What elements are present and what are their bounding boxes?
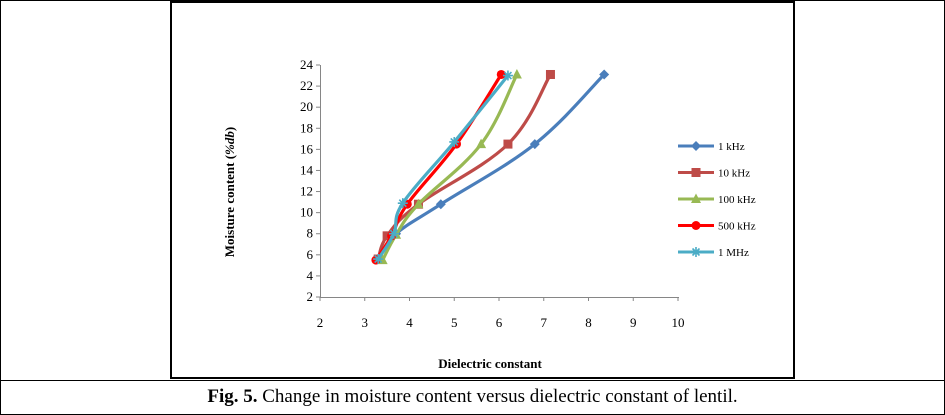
chart-border — [170, 1, 795, 379]
data-point — [496, 69, 506, 79]
figure-caption-label: Fig. 5. — [207, 386, 258, 407]
y-tick-label: 22 — [300, 78, 313, 93]
x-tick-label: 7 — [541, 315, 548, 330]
y-tick-label: 10 — [300, 205, 313, 220]
data-point — [476, 138, 487, 149]
data-point — [435, 199, 446, 210]
series-2 — [373, 69, 555, 264]
y-axis-title-suffix: ) — [222, 127, 237, 131]
legend-item: 10 kHz — [678, 168, 750, 180]
y-tick-label: 2 — [307, 289, 314, 304]
figure-caption-text: Change in moisture content versus dielec… — [262, 386, 738, 407]
x-tick-label: 6 — [496, 315, 503, 330]
series-line — [376, 73, 552, 260]
x-tick-label: 4 — [406, 315, 413, 330]
data-point — [397, 198, 408, 209]
data-point — [413, 198, 424, 209]
figure-caption: Fig. 5. Change in moisture content versu… — [0, 381, 945, 413]
legend-marker — [691, 168, 701, 177]
series-line — [376, 73, 606, 260]
x-tick-label: 9 — [630, 315, 637, 330]
legend-label: 1 MHz — [718, 247, 749, 259]
legend-marker — [691, 247, 701, 257]
y-tick-label: 14 — [300, 162, 314, 177]
y-tick-label: 12 — [300, 184, 313, 199]
legend-marker — [691, 221, 701, 230]
legend: 1 kHz 10 kHz 100 kHz 500 kHz 1 MHz — [678, 141, 756, 259]
y-tick-label: 24 — [300, 57, 314, 72]
x-tick-label: 8 — [585, 315, 592, 330]
legend-marker — [691, 193, 701, 203]
legend-marker — [691, 141, 701, 151]
y-tick-label: 20 — [300, 99, 313, 114]
data-point — [502, 70, 513, 81]
legend-label: 1 kHz — [718, 141, 745, 153]
x-tick-label: 3 — [362, 315, 369, 330]
data-point — [599, 69, 610, 80]
y-axis-title-prefix: Moisture content ( — [222, 155, 237, 257]
series-5 — [373, 70, 513, 265]
x-axis-ticks: 2 3 4 5 6 7 8 9 10 — [317, 297, 685, 330]
x-tick-label: 2 — [317, 315, 324, 330]
data-point — [388, 228, 399, 239]
data-point — [449, 136, 460, 147]
legend-item: 1 kHz — [678, 141, 745, 153]
legend-item: 500 kHz — [678, 221, 756, 233]
y-tick-label: 4 — [307, 268, 314, 283]
y-axis-title-unit: %db — [222, 131, 237, 155]
data-point — [503, 139, 513, 149]
x-axis-title: Dielectric constant — [438, 356, 542, 371]
y-axis-title: Moisture content (%db) — [222, 127, 237, 257]
legend-label: 10 kHz — [718, 168, 750, 180]
y-tick-label: 16 — [300, 141, 314, 156]
legend-label: 500 kHz — [718, 221, 756, 233]
data-point — [373, 254, 384, 265]
data-point — [511, 68, 522, 79]
series-layer — [371, 68, 610, 265]
y-tick-label: 18 — [300, 120, 313, 135]
legend-label: 100 kHz — [718, 194, 756, 206]
y-tick-label: 8 — [307, 226, 314, 241]
series-line — [381, 73, 519, 261]
x-tick-label: 10 — [672, 315, 685, 330]
data-point — [529, 139, 540, 150]
x-tick-label: 5 — [451, 315, 458, 330]
y-tick-label: 6 — [307, 247, 314, 262]
data-point — [545, 69, 555, 79]
legend-item: 1 MHz — [678, 247, 749, 259]
legend-item: 100 kHz — [678, 193, 756, 206]
